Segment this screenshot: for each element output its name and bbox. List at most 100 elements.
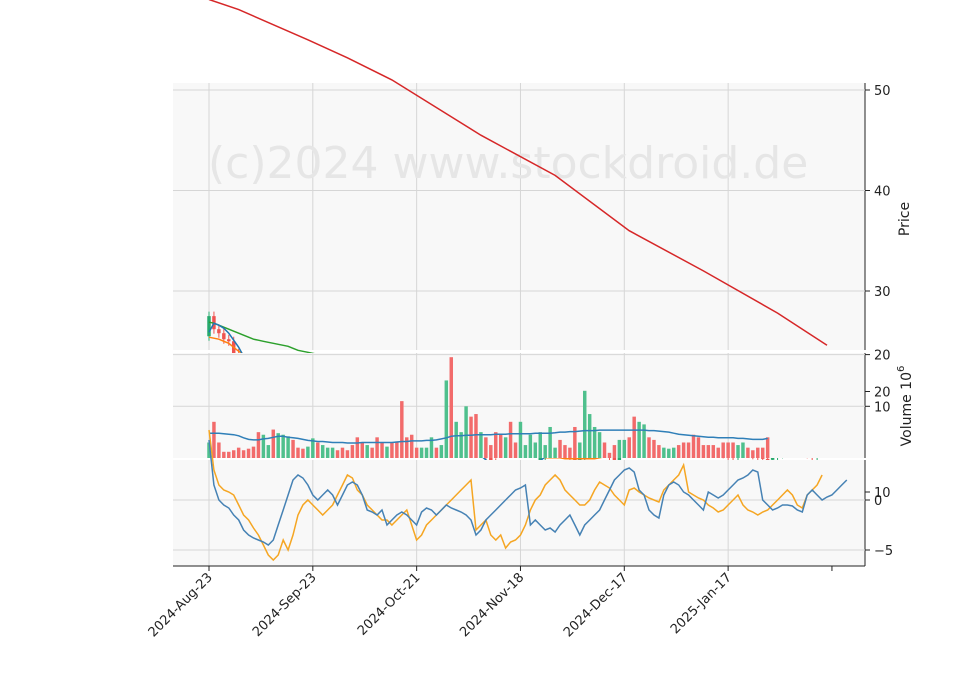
volume-bar xyxy=(672,447,676,458)
candle xyxy=(217,324,221,338)
volume-bar xyxy=(484,437,488,458)
volume-ylabel-multiplier: 10 xyxy=(899,372,915,390)
volume-bar xyxy=(286,436,290,458)
volume-bar xyxy=(444,380,449,458)
volume-bar xyxy=(360,442,364,458)
volume-bar xyxy=(246,448,251,458)
volume-bar xyxy=(365,445,369,458)
candle-body xyxy=(765,458,770,461)
volume-bar xyxy=(612,445,617,458)
volume-bar xyxy=(508,421,513,458)
volume-bar xyxy=(424,447,429,458)
volume-bar xyxy=(681,442,686,458)
price-ytick-label-3: 40 xyxy=(874,185,891,200)
price-ytick-label-0: 10 xyxy=(874,486,891,501)
volume-bar xyxy=(538,432,542,458)
volume-bar xyxy=(301,448,305,458)
volume-bar xyxy=(489,445,493,458)
volume-bar xyxy=(691,434,696,458)
volume-bar xyxy=(464,406,468,458)
volume-bar xyxy=(474,414,478,458)
volume-bar xyxy=(380,442,384,458)
volume-bar xyxy=(370,447,374,458)
oscillator-ytick-label-0: 0 xyxy=(874,494,882,509)
volume-bar xyxy=(291,439,295,458)
price-ylabel: Price xyxy=(897,202,913,236)
volume-bar xyxy=(583,390,587,458)
volume-bar xyxy=(330,447,335,458)
volume-bar xyxy=(686,442,691,458)
oscillator-line-1 xyxy=(208,439,848,546)
volume-bar xyxy=(306,446,310,458)
volume-ylabel-exponent: 6 xyxy=(896,366,907,372)
volume-bar xyxy=(227,451,231,458)
volume-bar xyxy=(494,432,498,458)
volume-bar xyxy=(741,442,745,458)
volume-bar xyxy=(647,437,651,458)
volume-bar xyxy=(296,447,300,458)
volume-bar xyxy=(320,445,325,458)
volume-bar xyxy=(217,442,221,458)
volume-bar xyxy=(578,442,582,458)
volume-bar xyxy=(266,445,271,458)
volume-bar xyxy=(716,447,720,458)
volume-bar xyxy=(652,439,656,458)
x-tick-label-2: 2024-Oct-21 xyxy=(355,570,423,638)
volume-bar xyxy=(642,424,646,458)
price-panel: (c)2024 www.stockdroid.de102030405060Pri… xyxy=(173,0,913,501)
volume-bar xyxy=(241,450,246,458)
candle-body xyxy=(207,316,211,337)
volume-bar xyxy=(721,442,725,458)
volume-bar xyxy=(449,357,453,458)
volume-bar xyxy=(459,432,463,458)
volume-bar xyxy=(395,441,399,458)
volume-bar xyxy=(454,421,458,458)
volume-bar xyxy=(528,434,533,458)
volume-bar xyxy=(696,437,701,458)
volume-bar xyxy=(568,447,572,458)
volume-bar xyxy=(276,433,280,458)
oscillator-ytick-label-1: −5 xyxy=(874,544,893,559)
volume-bar xyxy=(558,439,562,458)
price-ytick-label-4: 50 xyxy=(874,84,891,99)
volume-bar xyxy=(325,447,330,458)
volume-bar xyxy=(261,434,266,458)
volume-bar xyxy=(513,442,518,458)
x-axis: 2024-Aug-23 2024-Sep-23 2024-Oct-21 2024-No… xyxy=(146,565,865,640)
volume-bar xyxy=(736,445,740,458)
volume-bar xyxy=(400,401,404,458)
ma-long-line xyxy=(208,0,828,346)
volume-bar xyxy=(350,445,355,458)
volume-bar xyxy=(518,421,523,458)
volume-bar xyxy=(706,445,711,458)
volume-bar xyxy=(657,445,661,458)
volume-ma-line xyxy=(209,429,768,444)
volume-bar xyxy=(256,432,261,458)
volume-bar xyxy=(479,432,483,458)
volume-bar xyxy=(676,445,681,458)
volume-bar xyxy=(760,447,765,458)
volume-bar xyxy=(212,421,216,458)
volume-bar xyxy=(726,442,730,458)
volume-bar xyxy=(469,416,473,458)
price-background xyxy=(173,83,865,350)
volume-bar xyxy=(222,451,226,458)
volume-bar xyxy=(553,447,557,458)
x-tick-label-0: 2024-Aug-23 xyxy=(146,570,216,640)
volume-bar xyxy=(231,450,236,458)
volume-ytick-label-0: 10 xyxy=(874,400,891,415)
volume-bar xyxy=(390,442,394,458)
volume-bar xyxy=(533,442,538,458)
volume-bar xyxy=(701,445,706,458)
volume-bar xyxy=(573,426,577,458)
volume-bar xyxy=(251,446,256,458)
x-tick-label-4: 2024-Dec-17 xyxy=(561,570,631,640)
volume-bar xyxy=(439,445,444,458)
x-tick-label-3: 2024-Nov-18 xyxy=(457,570,527,640)
x-tick-label-1: 2024-Sep-23 xyxy=(250,570,320,640)
volume-bar xyxy=(375,437,379,458)
volume-bar xyxy=(335,450,340,458)
volume-bar xyxy=(434,447,439,458)
